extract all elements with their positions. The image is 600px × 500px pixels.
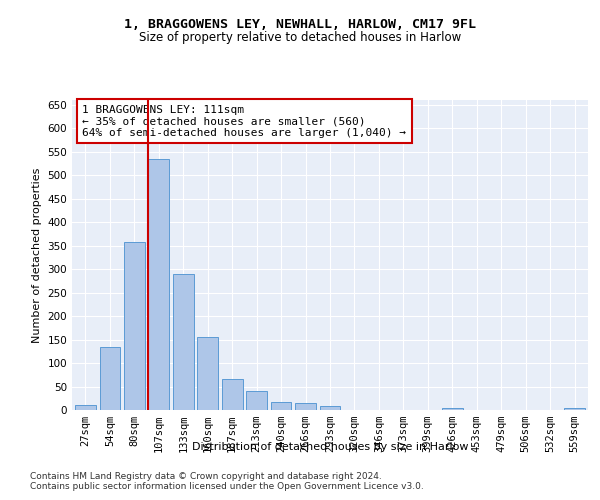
Text: Distribution of detached houses by size in Harlow: Distribution of detached houses by size … <box>192 442 468 452</box>
Text: Size of property relative to detached houses in Harlow: Size of property relative to detached ho… <box>139 32 461 44</box>
Bar <box>320 406 340 410</box>
Bar <box>75 406 96 410</box>
Bar <box>100 346 120 410</box>
Bar <box>124 242 145 410</box>
Bar <box>222 378 242 410</box>
Bar <box>173 274 194 410</box>
Bar <box>246 391 267 410</box>
Text: Contains public sector information licensed under the Open Government Licence v3: Contains public sector information licen… <box>30 482 424 491</box>
Bar <box>564 408 585 410</box>
Bar <box>442 408 463 410</box>
Text: 1, BRAGGOWENS LEY, NEWHALL, HARLOW, CM17 9FL: 1, BRAGGOWENS LEY, NEWHALL, HARLOW, CM17… <box>124 18 476 30</box>
Y-axis label: Number of detached properties: Number of detached properties <box>32 168 42 342</box>
Text: 1 BRAGGOWENS LEY: 111sqm
← 35% of detached houses are smaller (560)
64% of semi-: 1 BRAGGOWENS LEY: 111sqm ← 35% of detach… <box>82 104 406 138</box>
Text: Contains HM Land Registry data © Crown copyright and database right 2024.: Contains HM Land Registry data © Crown c… <box>30 472 382 481</box>
Bar <box>148 158 169 410</box>
Bar <box>271 402 292 410</box>
Bar <box>295 404 316 410</box>
Bar <box>197 336 218 410</box>
